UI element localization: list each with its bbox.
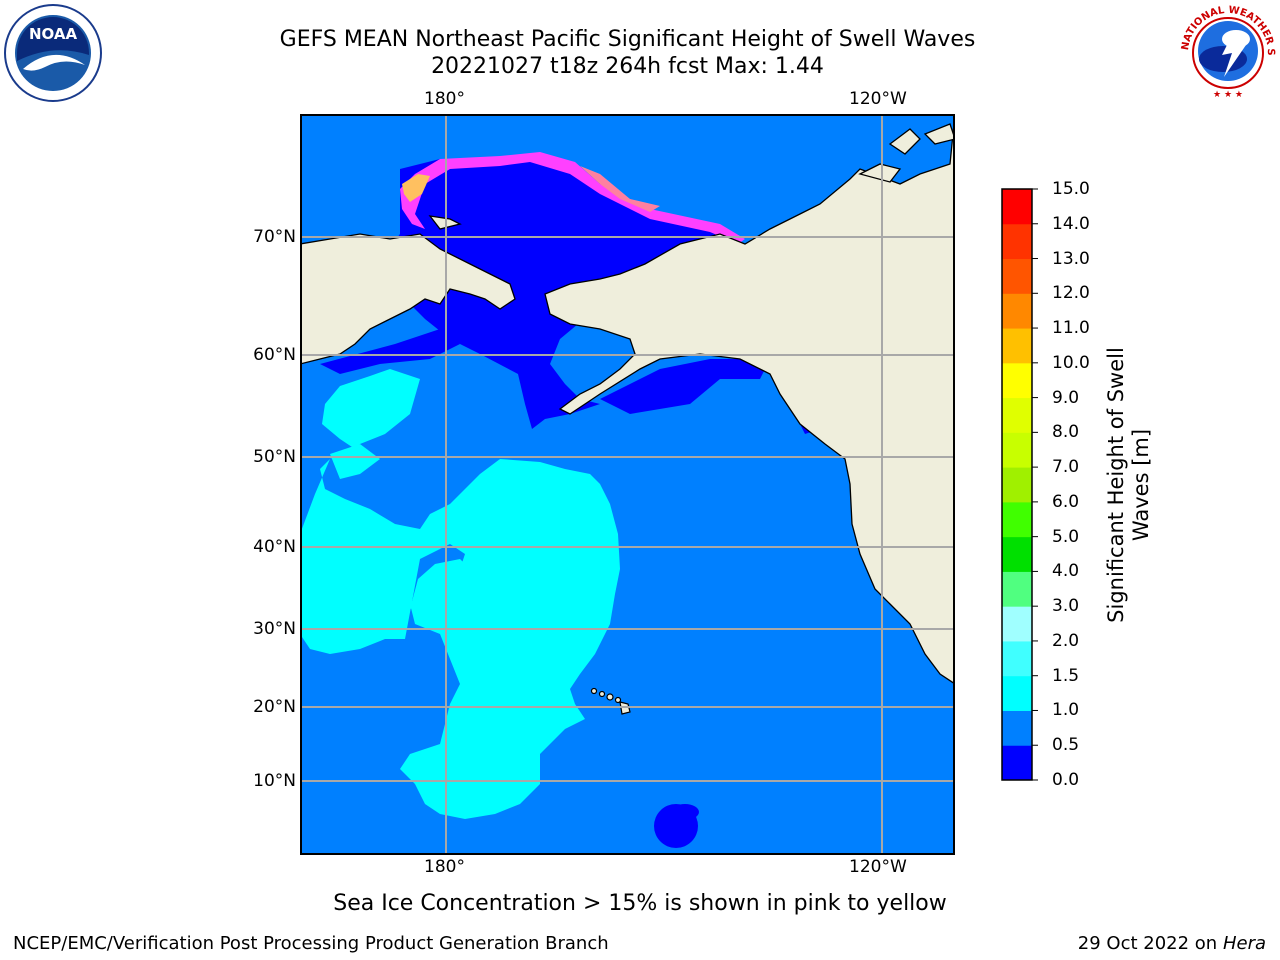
lon-label-bottom-120w: 120°W <box>849 857 907 877</box>
lon-label-top-180: 180° <box>424 89 465 109</box>
noaa-logo-text: NOAA <box>29 25 78 43</box>
colorbar-segment <box>1002 536 1032 572</box>
colorbar-tick-label: 5.0 <box>1052 526 1080 547</box>
lat-label-70n: 70°N <box>253 227 296 247</box>
colorbar-tick-label: 2.0 <box>1052 630 1080 651</box>
colorbar-segment <box>1002 501 1032 538</box>
lat-label-40n: 40°N <box>253 537 296 557</box>
colorbar-tick-label: 9.0 <box>1052 387 1080 408</box>
colorbar-tick-label: 12.0 <box>1052 283 1090 304</box>
colorbar-segment <box>1002 432 1032 468</box>
svg-text:★ ★ ★: ★ ★ ★ <box>1213 90 1243 100</box>
map-title: GEFS MEAN Northeast Pacific Significant … <box>279 27 976 52</box>
colorbar-tick-label: 15.0 <box>1052 179 1090 199</box>
colorbar-segment <box>1002 189 1032 225</box>
colorbar-tick-label: 7.0 <box>1052 457 1080 478</box>
colorbar-segment <box>1002 223 1032 260</box>
colorbar-segment <box>1002 675 1032 711</box>
colorbar-tick-label: 0.5 <box>1052 735 1080 756</box>
noaa-logo: NOAA <box>4 4 102 102</box>
nws-logo: NATIONAL WEATHER SERVICE ★ ★ ★ <box>1178 3 1276 100</box>
land-masses <box>301 117 954 685</box>
colorbar-tick-label: 1.0 <box>1052 700 1080 721</box>
colorbar-frame <box>1001 188 1033 781</box>
colorbar-tick-label: 6.0 <box>1052 491 1080 512</box>
colorbar-tick-label: 1.5 <box>1052 665 1080 686</box>
colorbar-tick-label: 4.0 <box>1052 561 1080 582</box>
colorbar-segment <box>1002 258 1032 294</box>
colorbar-segment <box>1002 745 1032 781</box>
lat-label-60n: 60°N <box>253 345 296 365</box>
colorbar-tick-label: 14.0 <box>1052 213 1090 234</box>
footer-date-prefix: 29 Oct 2022 on <box>1077 933 1223 954</box>
colorbar-segment <box>1002 640 1032 677</box>
footer-host: Hera <box>1222 933 1266 954</box>
colorbar-segment <box>1002 467 1032 503</box>
footer-credit: NCEP/EMC/Verification Post Processing Pr… <box>13 933 609 954</box>
lat-label-50n: 50°N <box>253 447 296 467</box>
colorbar-title-line2: Waves [m] <box>1129 428 1153 542</box>
map-subtitle: 20221027 t18z 264h fcst Max: 1.44 <box>431 54 824 79</box>
colorbar-tick-label: 0.0 <box>1052 770 1080 790</box>
colorbar-tick-label: 13.0 <box>1052 248 1090 269</box>
colorbar-segment <box>1002 293 1032 329</box>
lon-label-bottom-180: 180° <box>424 857 465 877</box>
colorbar-tick-label: 10.0 <box>1052 352 1090 373</box>
swell-height-map <box>300 114 955 855</box>
colorbar <box>1001 188 1038 781</box>
footer-date: 29 Oct 2022 on Hera <box>1078 933 1266 954</box>
lat-label-30n: 30°N <box>253 619 296 639</box>
colorbar-title-line1: Significant Height of Swell <box>1104 347 1128 623</box>
lat-label-20n: 20°N <box>253 697 296 717</box>
colorbar-tick-label: 8.0 <box>1052 422 1080 443</box>
map-frame <box>300 114 955 855</box>
colorbar-segment <box>1002 571 1032 607</box>
colorbar-segment <box>1002 328 1032 364</box>
colorbar-segment <box>1002 397 1032 433</box>
graticule <box>301 115 954 854</box>
colorbar-tick-label: 11.0 <box>1052 318 1090 339</box>
colorbar-segment <box>1002 710 1032 746</box>
lat-label-10n: 10°N <box>253 771 296 791</box>
colorbar-segment <box>1002 606 1032 642</box>
colorbar-tick-label: 3.0 <box>1052 596 1080 617</box>
lon-label-top-120w: 120°W <box>849 89 907 109</box>
sea-ice-caption: Sea Ice Concentration > 15% is shown in … <box>333 891 947 916</box>
colorbar-segment <box>1002 362 1032 399</box>
